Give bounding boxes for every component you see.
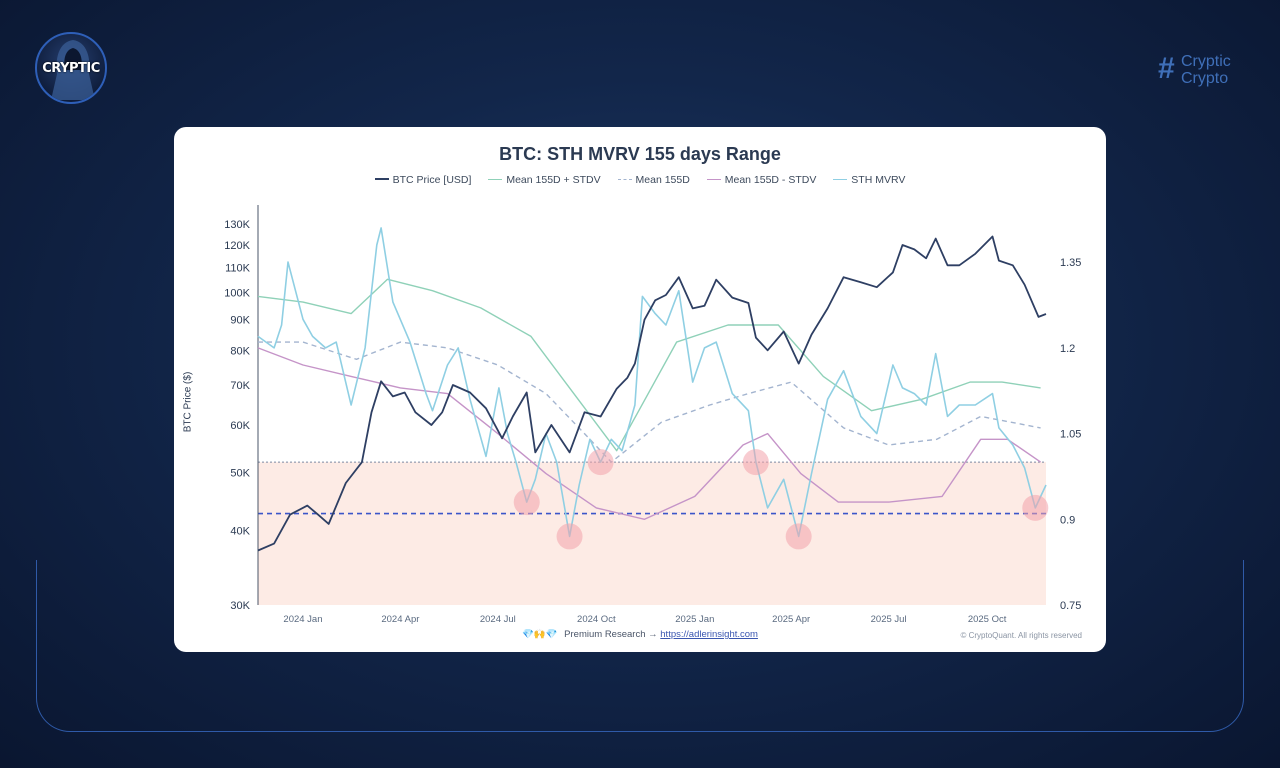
- footer-text: Premium Research →: [564, 629, 658, 640]
- undervalued-zone: [258, 462, 1046, 605]
- logo-text: CRYPTIC: [42, 61, 100, 76]
- low-marker: [742, 449, 769, 476]
- y-tick-label: 60K: [230, 420, 250, 432]
- legend-item-mean: Mean 155D: [617, 174, 690, 186]
- y-tick-label: 110K: [225, 263, 251, 275]
- x-tick-label: 2025 Apr: [772, 614, 810, 625]
- series-btc-price-usd: [257, 235, 1047, 552]
- y-tick-label: 70K: [230, 380, 250, 392]
- brand-line-2: Crypto: [1181, 70, 1229, 87]
- x-tick-label: 2024 Jan: [283, 614, 322, 625]
- brand-line-1: Cryptic: [1181, 53, 1231, 70]
- y-tick-label: 130K: [224, 219, 250, 231]
- chart-legend: BTC Price [USD] Mean 155D + STDV Mean 15…: [174, 174, 1106, 186]
- diamond-hands-icon: 💎🙌💎: [522, 629, 558, 640]
- y-tick-label: 50K: [230, 467, 250, 479]
- y-tick-label: 100K: [224, 287, 250, 299]
- legend-item-mean-plus: Mean 155D + STDV: [488, 174, 601, 186]
- low-marker: [556, 523, 583, 550]
- series-mean-155d-stdv: [257, 278, 1041, 452]
- footer-link[interactable]: https://adlerinsight.com: [660, 629, 758, 640]
- legend-item-mean-minus: Mean 155D - STDV: [706, 174, 816, 186]
- legend-item-btc-price: BTC Price [USD]: [374, 174, 471, 186]
- y-tick-label: 120K: [224, 240, 250, 252]
- copyright-text: © CryptoQuant. All rights reserved: [960, 631, 1083, 640]
- y2-tick-label: 1.35: [1060, 257, 1081, 269]
- y-tick-label: 40K: [230, 525, 250, 537]
- y2-tick-label: 0.9: [1060, 514, 1075, 526]
- series-mean-155d-stdv: [257, 347, 1041, 520]
- cryptic-logo: CRYPTIC: [35, 32, 107, 104]
- y-tick-label: 30K: [230, 600, 250, 612]
- series-sth-mvrv: [257, 227, 1047, 538]
- y-tick-label: 90K: [230, 315, 250, 327]
- x-tick-label: 2025 Jan: [675, 614, 714, 625]
- frame-outline: [36, 560, 1244, 732]
- low-marker: [513, 489, 540, 516]
- y-tick-label: 80K: [230, 345, 250, 357]
- x-tick-label: 2024 Oct: [577, 614, 616, 625]
- x-tick-label: 2025 Oct: [968, 614, 1007, 625]
- y2-tick-label: 1.2: [1060, 343, 1075, 355]
- y2-tick-label: 0.75: [1060, 600, 1081, 612]
- low-marker: [1022, 494, 1049, 521]
- chart-card: 30K 40K 50K 60K 70K 80K 90K 100K 110K 120K 130K 0.7…: [174, 127, 1106, 652]
- low-marker: [587, 449, 614, 476]
- footer-note: 💎🙌💎 Premium Research → https://adlerinsi…: [174, 629, 1106, 640]
- x-tick-label: 2025 Jul: [871, 614, 907, 625]
- low-marker: [785, 523, 812, 550]
- hash-icon: #: [1158, 52, 1175, 85]
- chart-title: BTC: STH MVRV 155 days Range: [499, 144, 781, 164]
- hooded-figure-icon: [51, 40, 95, 100]
- x-tick-label: 2024 Jul: [480, 614, 516, 625]
- y2-tick-label: 1.05: [1060, 429, 1081, 441]
- x-tick-label: 2024 Apr: [381, 614, 419, 625]
- chart-canvas: 30K 40K 50K 60K 70K 80K 90K 100K 110K 120K 130K 0.7…: [224, 205, 1081, 625]
- legend-item-sth-mvrv: STH MVRV: [833, 174, 905, 186]
